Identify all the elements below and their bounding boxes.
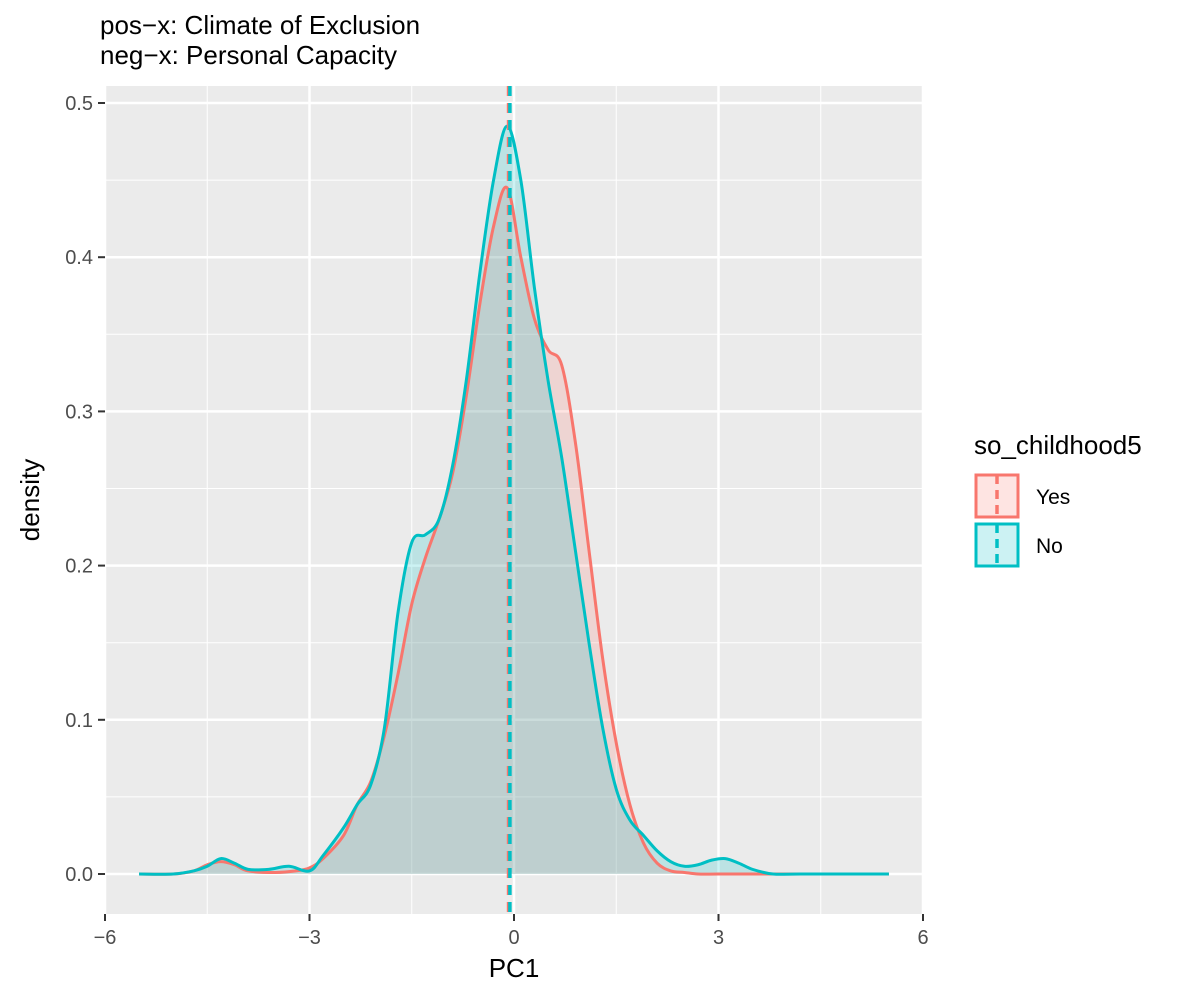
legend: so_childhood5 Yes No (974, 430, 1142, 568)
density-area-yes (139, 187, 889, 875)
density-line-no (139, 124, 889, 876)
density-areas (139, 126, 889, 875)
legend-key-no: No (974, 522, 1063, 568)
y-axis: 0.0 0.1 0.2 0.3 0.4 0.5 (65, 93, 105, 886)
x-tick-label: −3 (298, 927, 321, 949)
density-lines (139, 124, 889, 876)
y-axis-title: density (15, 459, 45, 541)
y-tick-label: 0.0 (65, 864, 93, 886)
mean-lines (506, 86, 512, 914)
x-tick-label: 0 (508, 927, 519, 949)
density-line-yes (139, 185, 889, 876)
legend-label: Yes (1036, 486, 1070, 509)
density-area-no (139, 126, 889, 875)
x-tick-label: 6 (917, 927, 928, 949)
chart-title-line1: pos−x: Climate of Exclusion (100, 10, 420, 40)
chart-title-line2: neg−x: Personal Capacity (100, 40, 397, 70)
legend-title: so_childhood5 (974, 430, 1142, 460)
y-tick-label: 0.4 (65, 247, 93, 269)
x-tick-label: −6 (94, 927, 117, 949)
y-tick-label: 0.2 (65, 556, 93, 578)
y-tick-label: 0.3 (65, 401, 93, 423)
major-grid (103, 86, 925, 914)
x-tick-label: 3 (713, 927, 724, 949)
y-tick-label: 0.1 (65, 710, 93, 732)
x-axis-title: PC1 (489, 953, 540, 983)
x-axis: −6 −3 0 3 6 (94, 914, 929, 949)
legend-label: No (1036, 535, 1063, 558)
legend-key-yes: Yes (974, 473, 1070, 519)
y-tick-label: 0.5 (65, 93, 93, 115)
